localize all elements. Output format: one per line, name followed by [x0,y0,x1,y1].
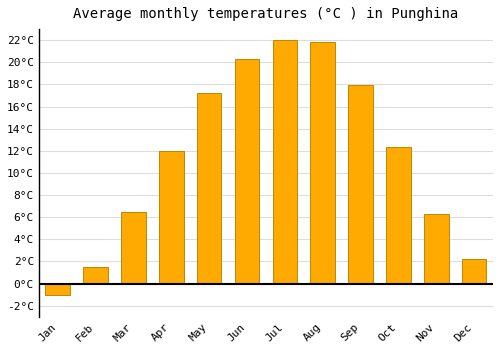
Bar [348,85,373,284]
Bar [197,93,222,284]
Bar [310,42,335,284]
Bar [424,214,448,284]
Bar [84,267,108,284]
Bar [121,212,146,284]
Bar [159,151,184,284]
Bar [386,147,410,284]
Bar [234,59,260,284]
Bar [462,259,486,284]
Bar [272,40,297,284]
Title: Average monthly temperatures (°C ) in Punghina: Average monthly temperatures (°C ) in Pu… [74,7,458,21]
Bar [46,284,70,295]
